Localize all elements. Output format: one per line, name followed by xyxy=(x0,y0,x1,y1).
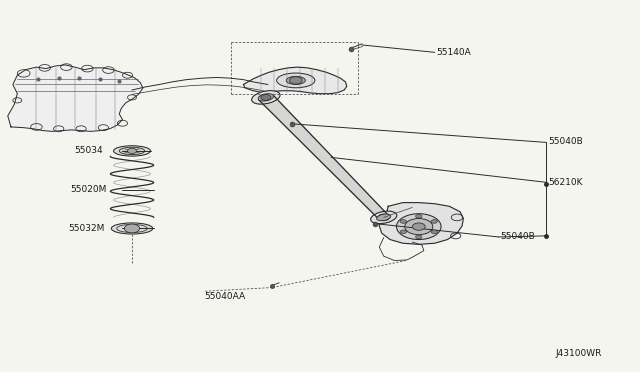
Circle shape xyxy=(260,94,271,100)
Circle shape xyxy=(415,214,422,218)
Circle shape xyxy=(400,230,406,234)
Ellipse shape xyxy=(258,94,273,101)
Text: 56210K: 56210K xyxy=(548,178,582,187)
Circle shape xyxy=(400,219,406,223)
Ellipse shape xyxy=(371,211,397,224)
Text: 55034: 55034 xyxy=(75,147,103,155)
Ellipse shape xyxy=(286,76,305,84)
Text: 55020M: 55020M xyxy=(70,185,107,194)
Circle shape xyxy=(431,219,437,223)
Circle shape xyxy=(404,218,433,235)
Ellipse shape xyxy=(119,147,145,155)
Circle shape xyxy=(124,224,140,233)
Circle shape xyxy=(431,230,437,234)
Circle shape xyxy=(412,223,425,230)
Polygon shape xyxy=(244,67,347,94)
Text: 55032M: 55032M xyxy=(68,224,105,233)
Polygon shape xyxy=(380,203,463,244)
Text: J43100WR: J43100WR xyxy=(556,349,602,358)
Text: 55040AA: 55040AA xyxy=(204,292,245,301)
Ellipse shape xyxy=(113,146,150,156)
Text: 55140A: 55140A xyxy=(436,48,471,57)
Ellipse shape xyxy=(276,73,315,88)
Polygon shape xyxy=(259,95,388,219)
Ellipse shape xyxy=(376,214,391,221)
Circle shape xyxy=(396,214,441,240)
Ellipse shape xyxy=(252,91,280,104)
Circle shape xyxy=(415,235,422,239)
Text: 55040B: 55040B xyxy=(500,232,535,241)
Circle shape xyxy=(289,77,302,84)
Text: 55040B: 55040B xyxy=(548,137,583,146)
Ellipse shape xyxy=(111,223,153,234)
Polygon shape xyxy=(8,65,143,131)
Circle shape xyxy=(127,148,136,154)
